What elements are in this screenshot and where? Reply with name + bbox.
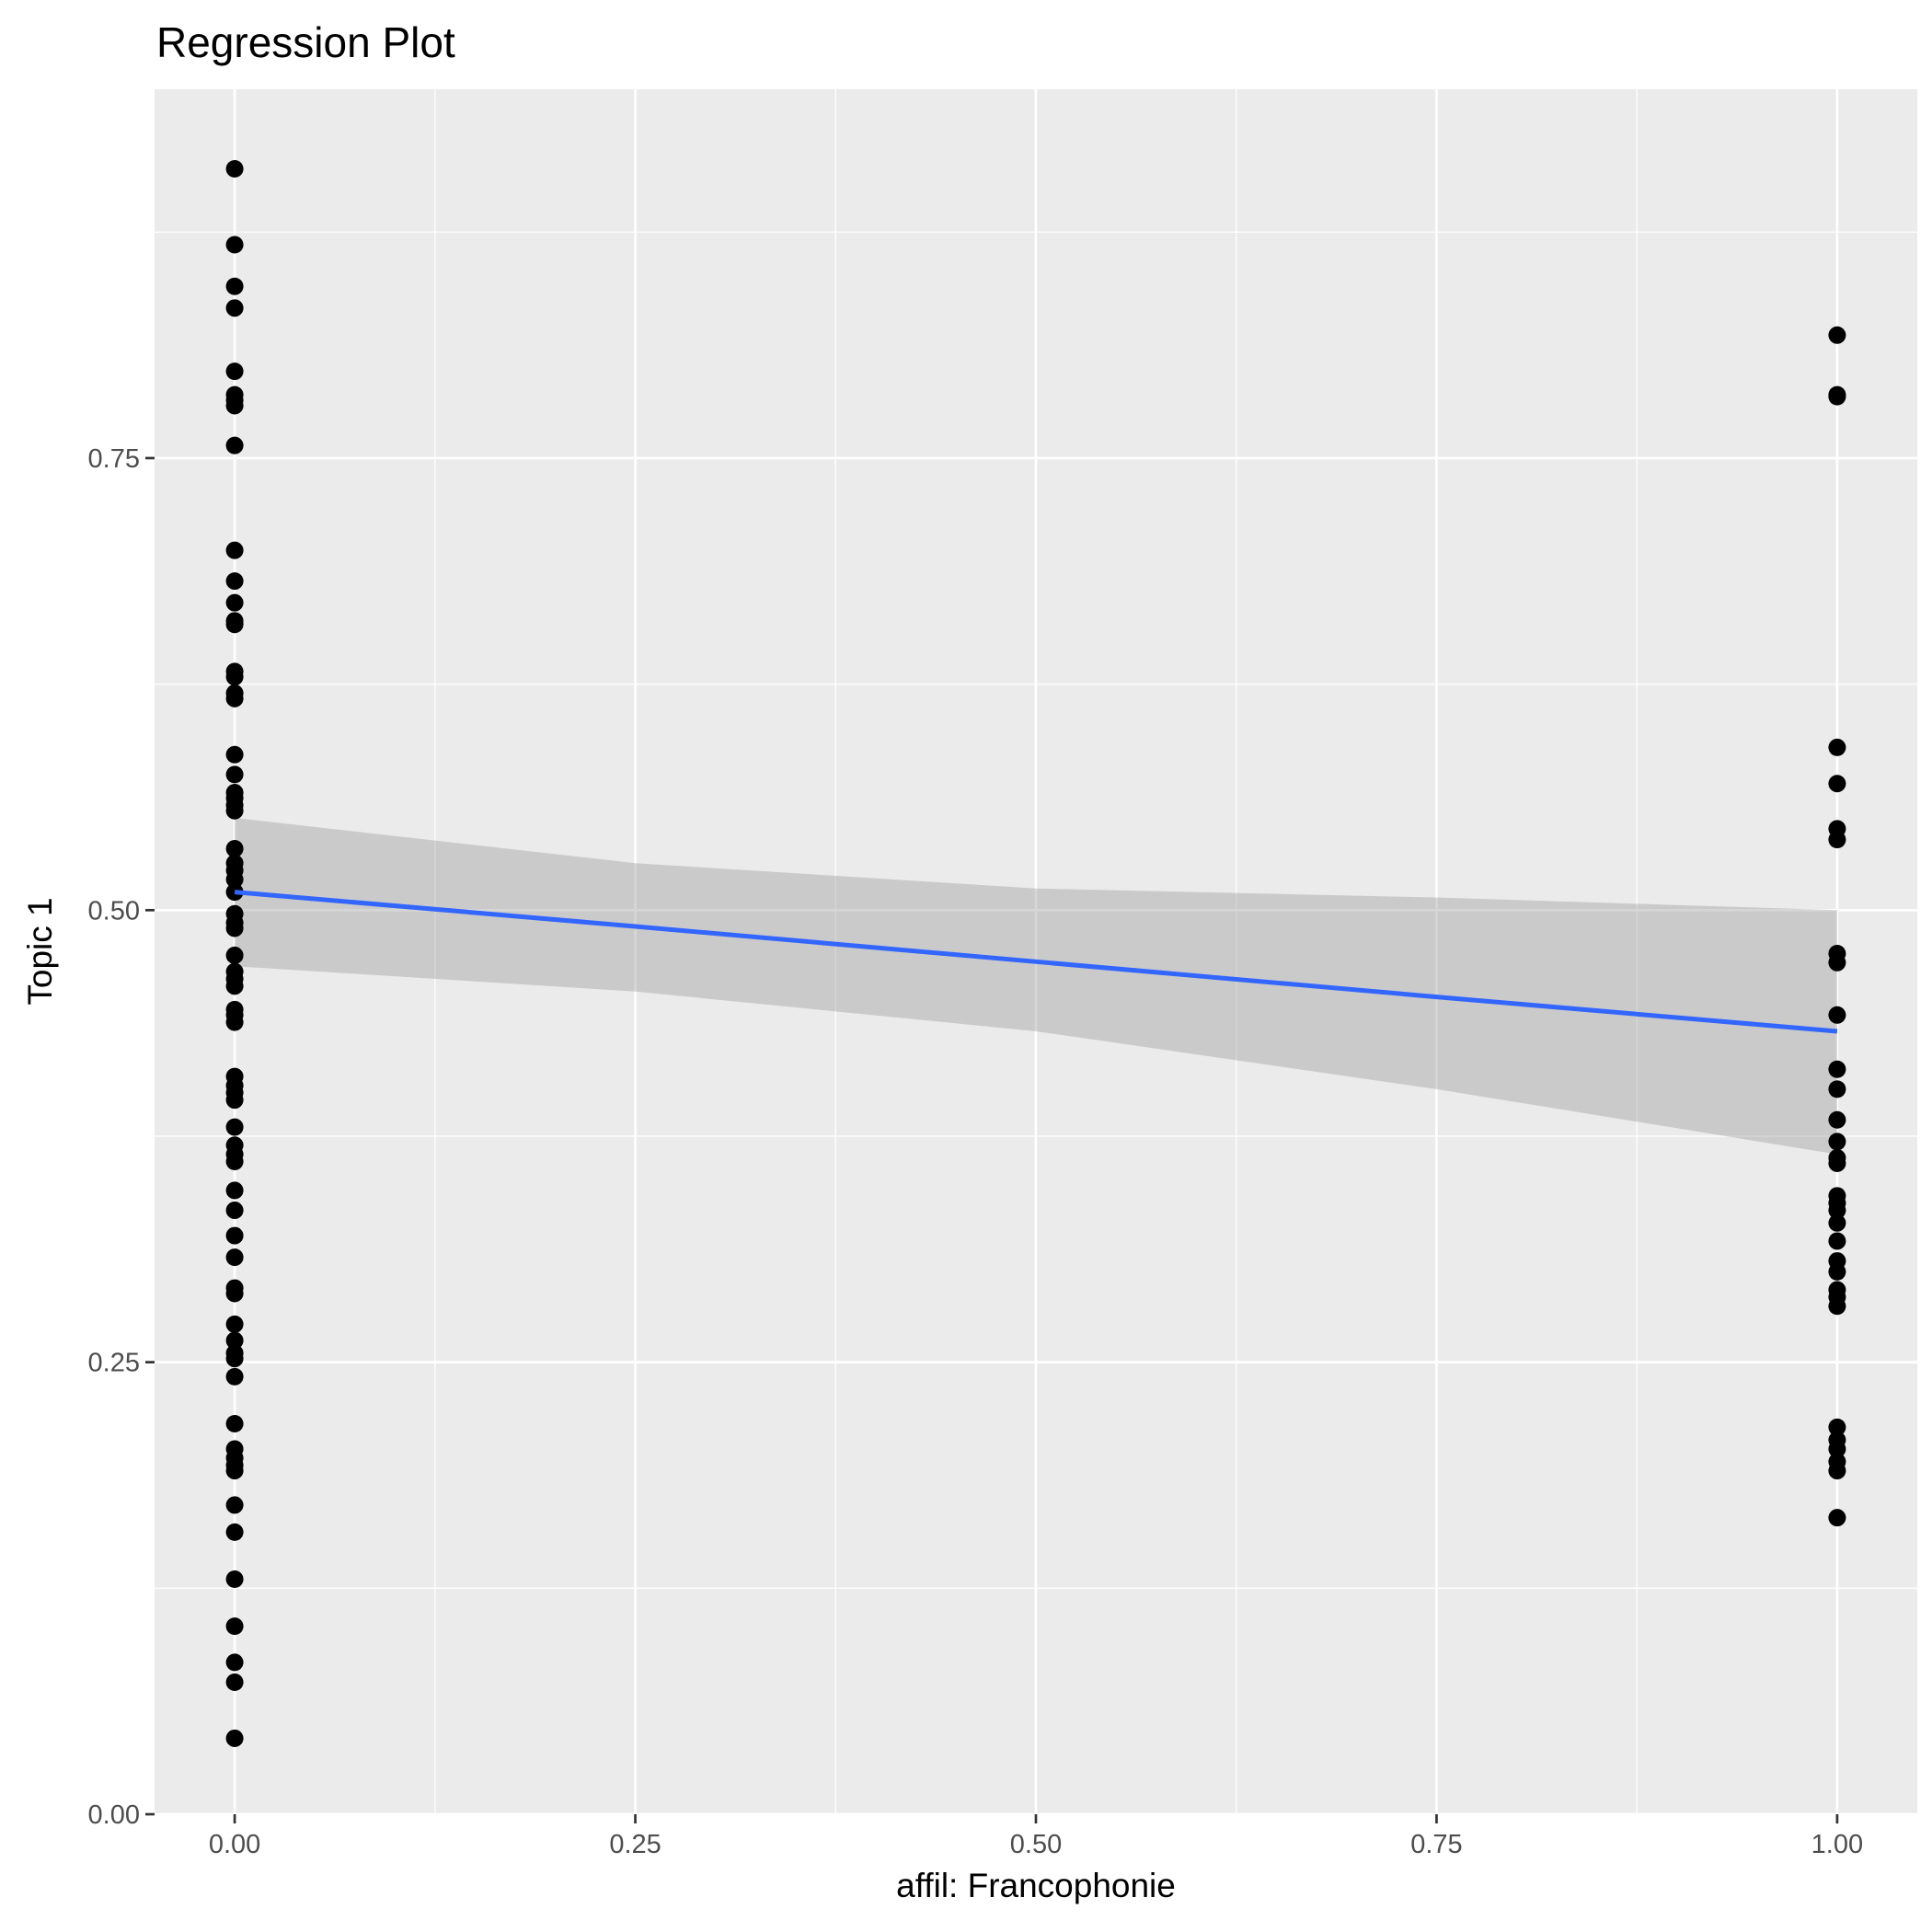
- data-point: [225, 1729, 244, 1747]
- data-point: [1828, 738, 1846, 756]
- y-tick-label: 0.25: [88, 1349, 140, 1378]
- confidence-ribbon: [235, 818, 1837, 1155]
- data-point: [1828, 775, 1846, 793]
- x-axis-title: affil: Francophonie: [896, 1867, 1176, 1904]
- data-point: [225, 946, 244, 964]
- data-point: [1828, 1060, 1846, 1078]
- data-point: [225, 1350, 244, 1368]
- data-point: [225, 277, 244, 295]
- data-point: [225, 1653, 244, 1672]
- x-tick-label: 0.75: [1410, 1830, 1462, 1859]
- data-point: [225, 1013, 244, 1031]
- data-point: [225, 362, 244, 381]
- data-point: [1828, 1262, 1846, 1281]
- x-tick-label: 1.00: [1811, 1830, 1863, 1859]
- data-point: [1828, 326, 1846, 344]
- data-point: [225, 1091, 244, 1110]
- data-point: [1828, 1213, 1846, 1232]
- data-point: [1828, 1440, 1846, 1458]
- data-point: [225, 593, 244, 612]
- data-point: [1828, 1006, 1846, 1024]
- x-tick-label: 0.00: [209, 1830, 260, 1859]
- data-point: [225, 1367, 244, 1386]
- y-tick-label: 0.50: [88, 896, 140, 926]
- axes: 0.00 0.25 0.50 0.75 1.00 0.00 0.25 0.50 0.75: [88, 444, 1864, 1859]
- data-points: [225, 159, 1846, 1747]
- y-tick-label: 0.00: [88, 1800, 140, 1830]
- data-point: [1828, 1232, 1846, 1250]
- data-point: [225, 801, 244, 820]
- data-point: [225, 541, 244, 559]
- data-point: [225, 397, 244, 415]
- data-point: [225, 236, 244, 254]
- chart-title: Regression Plot: [156, 18, 455, 66]
- x-tick-label: 0.25: [609, 1830, 661, 1859]
- data-point: [225, 919, 244, 937]
- data-point: [225, 1181, 244, 1200]
- data-point: [225, 1118, 244, 1136]
- data-point: [1828, 1202, 1846, 1220]
- data-point: [225, 1414, 244, 1432]
- data-point: [225, 1315, 244, 1333]
- data-point: [1828, 953, 1846, 972]
- data-point: [225, 1284, 244, 1303]
- data-point: [225, 1331, 244, 1350]
- data-point: [1828, 387, 1846, 406]
- data-point: [225, 1202, 244, 1220]
- data-point: [225, 839, 244, 857]
- data-point: [225, 159, 244, 178]
- data-point: [1828, 1462, 1846, 1480]
- data-point: [225, 1673, 244, 1692]
- data-point: [225, 436, 244, 454]
- data-point: [225, 1617, 244, 1636]
- data-point: [225, 1248, 244, 1267]
- data-point: [1828, 1509, 1846, 1527]
- data-point: [225, 977, 244, 995]
- data-point: [225, 765, 244, 784]
- data-point: [1828, 1154, 1846, 1172]
- data-point: [1828, 1110, 1846, 1129]
- data-point: [225, 689, 244, 707]
- data-point: [1828, 1133, 1846, 1151]
- data-point: [225, 1152, 244, 1170]
- data-point: [225, 745, 244, 764]
- data-point: [1828, 831, 1846, 849]
- data-point: [225, 668, 244, 686]
- data-point: [1828, 1080, 1846, 1098]
- data-point: [225, 572, 244, 591]
- data-point: [1828, 1297, 1846, 1316]
- data-point: [225, 1570, 244, 1588]
- data-point: [225, 299, 244, 317]
- data-point: [225, 1523, 244, 1541]
- data-point: [225, 1462, 244, 1480]
- data-point: [225, 1496, 244, 1514]
- y-axis-title: Topic 1: [21, 897, 59, 1005]
- data-point: [1828, 1418, 1846, 1436]
- regression-line: [234, 890, 1838, 1034]
- x-tick-label: 0.50: [1010, 1830, 1062, 1859]
- data-point: [225, 1226, 244, 1245]
- data-point: [225, 870, 244, 889]
- data-point: [225, 615, 244, 634]
- y-tick-label: 0.75: [88, 444, 140, 474]
